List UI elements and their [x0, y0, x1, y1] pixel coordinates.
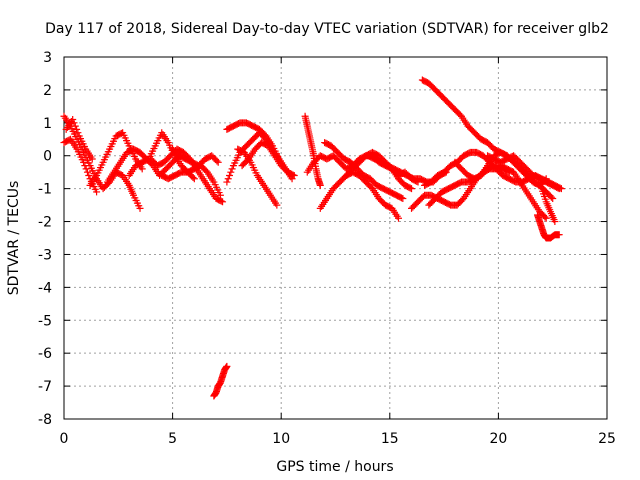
- data-point: [81, 162, 89, 170]
- series-track-25: [418, 76, 557, 203]
- y-tick-label: -5: [38, 313, 52, 329]
- data-point: [223, 178, 231, 186]
- series-track-9: [169, 145, 222, 170]
- data-point: [408, 185, 416, 193]
- data-point: [74, 129, 82, 137]
- data-point: [70, 119, 78, 127]
- data-point: [83, 168, 91, 176]
- y-tick-label: -3: [38, 247, 52, 263]
- data-point: [551, 218, 559, 226]
- data-point: [189, 173, 197, 181]
- data-points: [60, 76, 565, 400]
- y-axis-label: SDTVAR / TECUs: [6, 181, 22, 296]
- y-tick-label: -2: [38, 215, 52, 231]
- y-tick-label: 1: [43, 116, 52, 132]
- data-point: [219, 198, 227, 206]
- data-point: [85, 171, 93, 179]
- y-tick-label: -6: [38, 346, 52, 362]
- y-tick-label: 2: [43, 83, 52, 99]
- series-track-13: [234, 145, 281, 209]
- y-tick-label: -1: [38, 182, 52, 198]
- data-point: [555, 231, 563, 239]
- y-tick-label: -8: [38, 412, 52, 428]
- y-tick-label: -7: [38, 379, 52, 395]
- data-point: [289, 171, 297, 179]
- series-track-14: [238, 139, 298, 179]
- data-point: [555, 185, 563, 193]
- data-point: [227, 168, 235, 176]
- series-track-10: [210, 362, 231, 400]
- data-point: [542, 214, 550, 222]
- data-point: [73, 125, 81, 133]
- x-tick-label: 10: [272, 431, 290, 447]
- data-point: [224, 175, 232, 183]
- y-tick-label: 0: [43, 149, 52, 165]
- data-point: [93, 188, 101, 196]
- data-point: [273, 201, 281, 209]
- data-point: [394, 214, 402, 222]
- data-point: [316, 181, 324, 189]
- data-point: [547, 193, 555, 201]
- data-point: [88, 155, 96, 163]
- data-point: [398, 194, 406, 202]
- data-point: [82, 165, 90, 173]
- x-tick-label: 5: [168, 431, 177, 447]
- x-axis-label: GPS time / hours: [276, 459, 393, 475]
- data-point: [399, 195, 407, 203]
- x-tick-label: 15: [381, 431, 399, 447]
- data-point: [138, 165, 146, 173]
- data-point: [136, 204, 144, 212]
- series-track-27: [533, 211, 563, 242]
- series-track-28: [538, 185, 559, 226]
- data-point: [213, 157, 221, 165]
- series-track-3: [62, 116, 96, 163]
- x-tick-label: 25: [598, 431, 616, 447]
- grid-lines: [64, 57, 607, 419]
- data-point: [190, 175, 198, 183]
- data-point: [223, 362, 231, 370]
- series-track-17: [316, 168, 402, 222]
- plot-frame: [63, 56, 608, 420]
- data-point: [541, 213, 549, 221]
- chart-title: Day 117 of 2018, Sidereal Day-to-day VTE…: [45, 21, 609, 37]
- series-track-20: [364, 152, 450, 186]
- data-point: [71, 122, 79, 130]
- y-tick-label: 3: [43, 50, 52, 66]
- data-point: [406, 184, 414, 192]
- data-point: [217, 197, 225, 205]
- y-tick-label: -4: [38, 280, 52, 296]
- series-track-15: [301, 112, 324, 189]
- data-point: [549, 195, 557, 203]
- series-track-26: [484, 152, 563, 193]
- data-point: [290, 171, 298, 179]
- data-point: [69, 116, 77, 124]
- x-tick-label: 0: [60, 431, 69, 447]
- data-point: [228, 165, 236, 173]
- data-point: [554, 184, 562, 192]
- data-point: [80, 158, 88, 166]
- series-track-18: [321, 139, 407, 203]
- data-point: [226, 171, 234, 179]
- x-tick-label: 20: [489, 431, 507, 447]
- data-point: [214, 158, 222, 166]
